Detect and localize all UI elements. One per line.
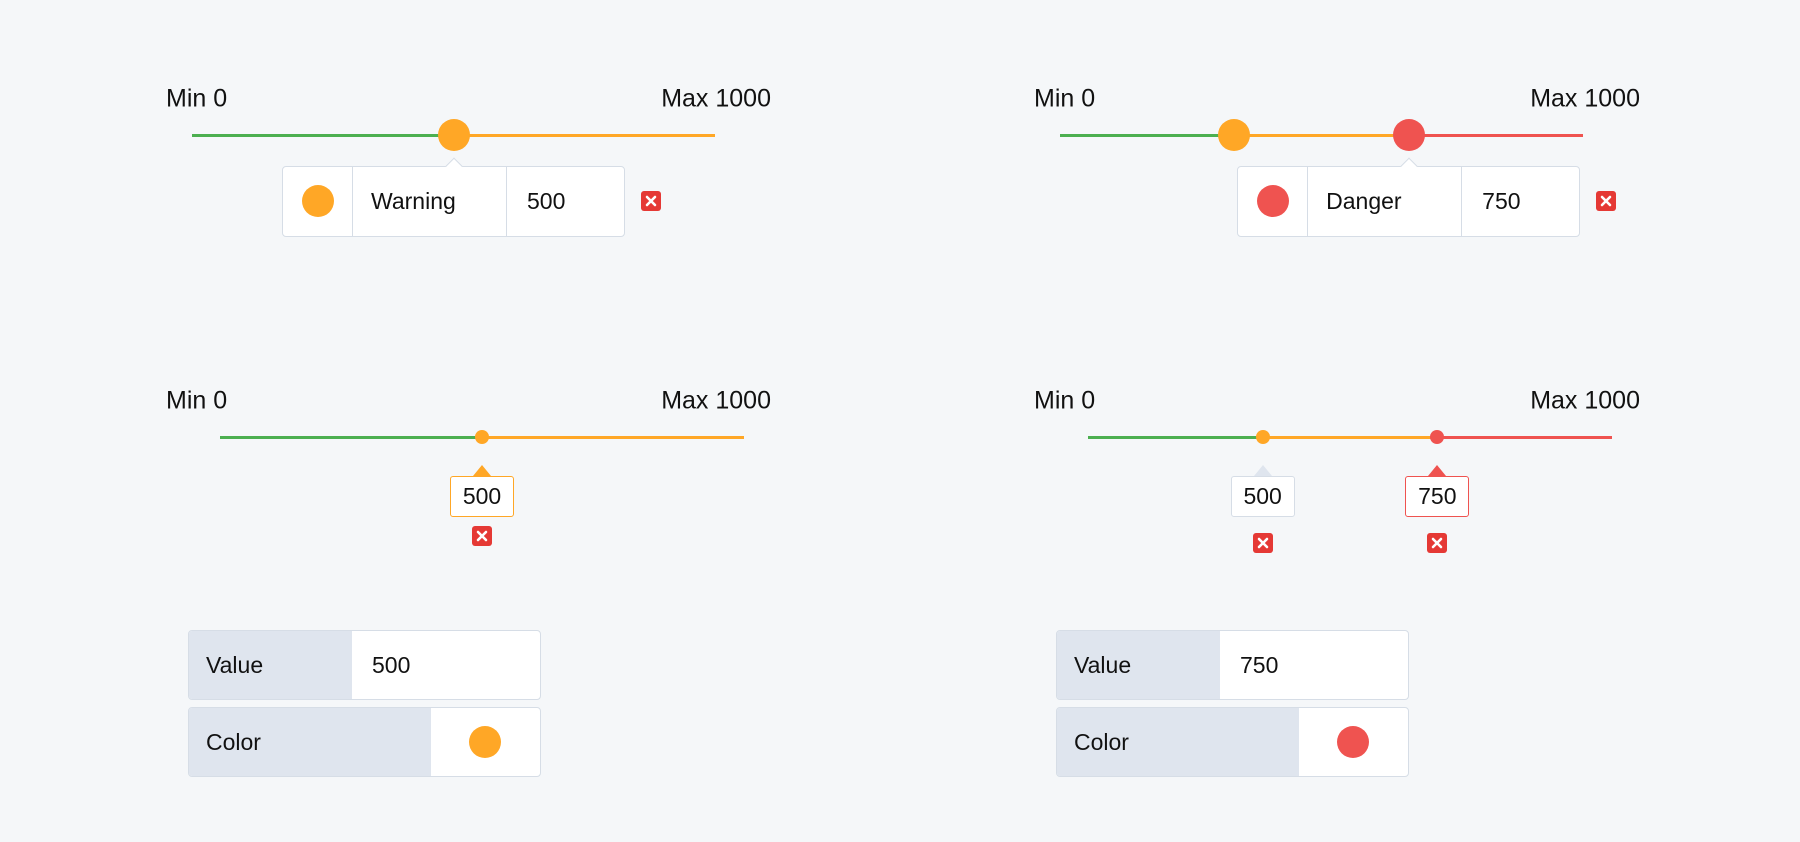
property-label: Color: [1057, 708, 1299, 776]
name-field[interactable]: Danger: [1308, 167, 1463, 236]
tag-arrow: [1428, 465, 1447, 476]
property-row: Color: [188, 707, 541, 777]
handle-card: Warning 500: [282, 166, 625, 237]
max-label: Max 1000: [1530, 84, 1640, 113]
color-cell[interactable]: [1299, 708, 1408, 776]
remove-icon: [645, 195, 657, 207]
remove-button[interactable]: [472, 526, 492, 546]
color-swatch: [469, 726, 501, 758]
max-label: Max 1000: [661, 386, 771, 415]
value-tag[interactable]: 500: [1230, 476, 1295, 517]
value-field[interactable]: 750: [1482, 188, 1521, 214]
property-row: Value 750: [1056, 630, 1409, 700]
max-label: Max 1000: [661, 84, 771, 113]
slider-handle[interactable]: [1255, 430, 1270, 444]
slider-handle[interactable]: [437, 119, 470, 151]
remove-button[interactable]: [641, 191, 661, 211]
max-label: Max 1000: [1530, 386, 1640, 415]
track-segment: [1262, 435, 1438, 439]
color-swatch: [302, 185, 334, 217]
name-field[interactable]: Warning: [353, 167, 507, 236]
track-segment: [220, 435, 482, 439]
remove-button[interactable]: [1427, 533, 1448, 553]
value-tag[interactable]: 500: [450, 476, 514, 517]
track-segment: [192, 133, 454, 137]
track-segment: [1234, 133, 1409, 137]
property-row: Color: [1056, 707, 1409, 777]
track-segment: [1088, 435, 1263, 439]
min-label: Min 0: [166, 386, 228, 415]
remove-icon: [1432, 537, 1443, 549]
tag-arrow: [473, 465, 491, 476]
remove-button[interactable]: [1596, 191, 1617, 211]
track-segment: [482, 435, 744, 439]
color-swatch: [1257, 185, 1290, 217]
value-field[interactable]: 500: [527, 188, 566, 214]
value-tag[interactable]: 750: [1405, 476, 1470, 517]
remove-icon: [1257, 537, 1268, 549]
remove-icon: [1600, 195, 1612, 207]
property-row: Value 500: [188, 630, 541, 700]
track-segment: [1437, 435, 1612, 439]
track-segment: [1060, 133, 1235, 137]
slider-handle[interactable]: [475, 430, 489, 444]
slider-handle[interactable]: [1392, 119, 1425, 151]
color-cell: [283, 167, 353, 236]
slider-handle[interactable]: [1218, 119, 1251, 151]
min-label: Min 0: [1034, 84, 1096, 113]
handle-card: Danger 750: [1237, 166, 1581, 237]
slider-handle[interactable]: [1430, 430, 1445, 444]
property-value[interactable]: 500: [372, 651, 411, 678]
property-label: Value: [1057, 631, 1220, 699]
color-cell: [1238, 167, 1309, 236]
track-segment: [453, 133, 715, 137]
property-label: Value: [189, 631, 352, 699]
tag-arrow: [1253, 465, 1272, 476]
remove-icon: [476, 530, 488, 542]
min-label: Min 0: [1034, 386, 1096, 415]
color-cell[interactable]: [431, 708, 540, 776]
property-value[interactable]: 750: [1240, 651, 1279, 678]
color-swatch: [1337, 726, 1369, 758]
remove-button[interactable]: [1252, 533, 1273, 553]
min-label: Min 0: [166, 84, 228, 113]
property-label: Color: [189, 708, 431, 776]
track-segment: [1408, 133, 1583, 137]
